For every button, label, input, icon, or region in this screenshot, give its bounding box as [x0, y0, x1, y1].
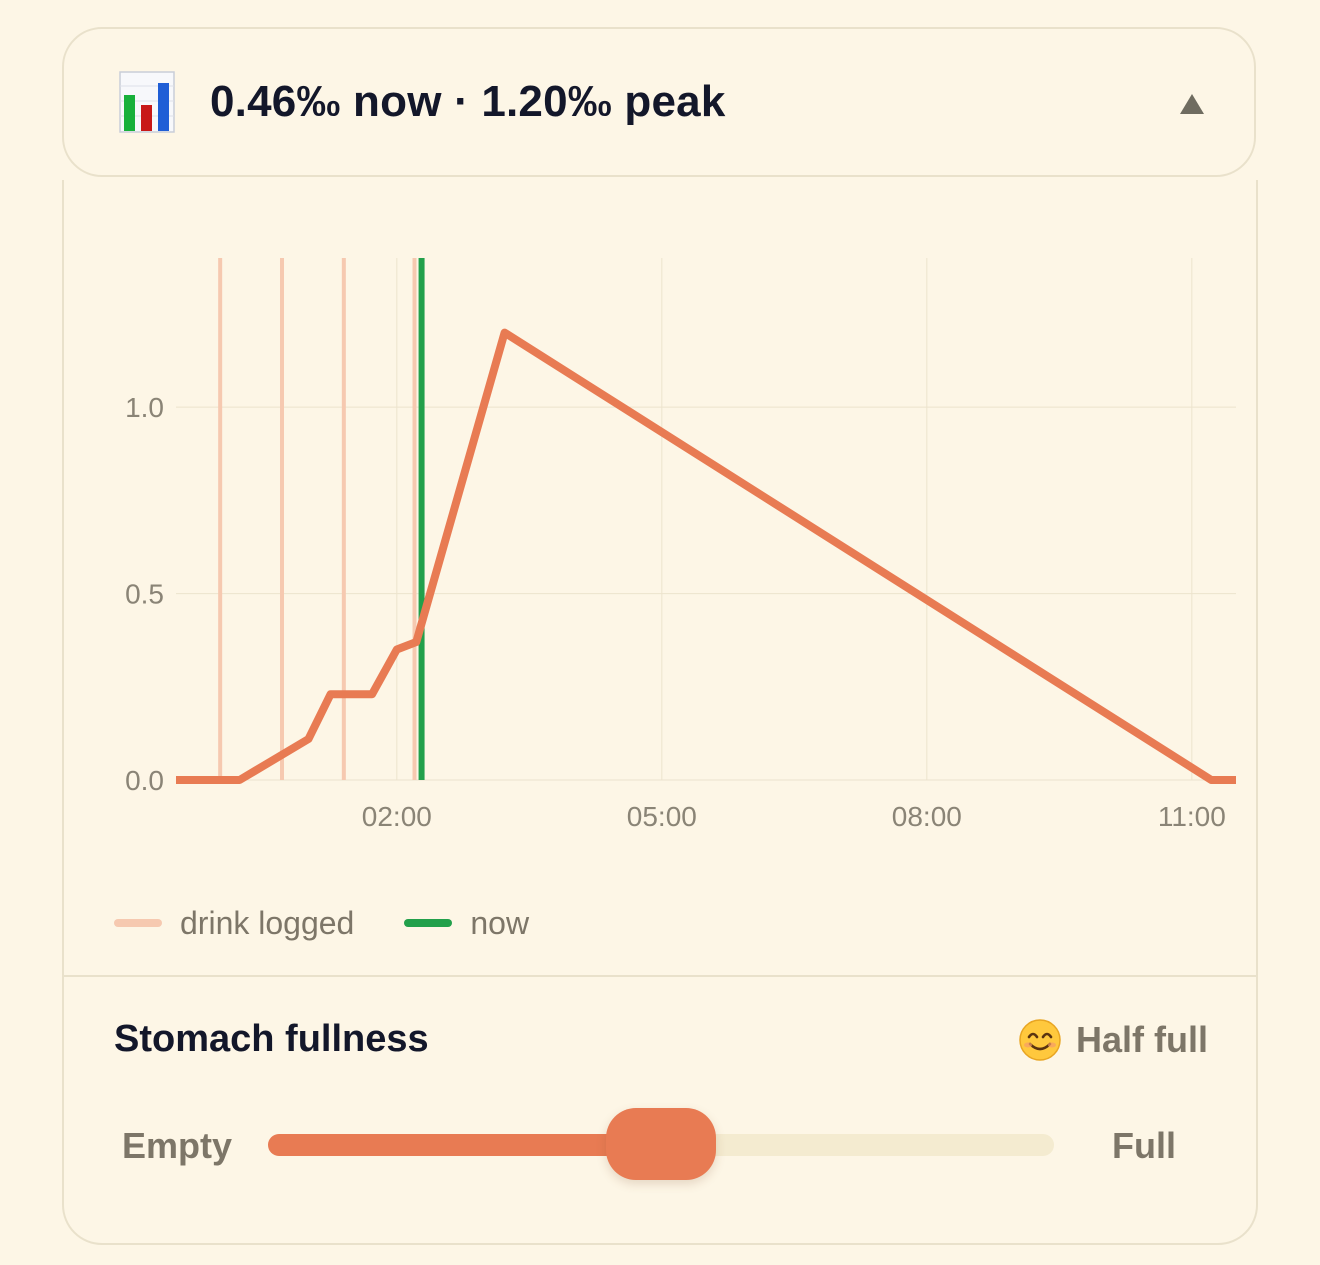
x-tick-label: 02:00 — [362, 801, 432, 832]
bac-summary-header[interactable]: 0.46‰ now · 1.20‰ peak — [62, 27, 1256, 177]
x-tick-label: 05:00 — [627, 801, 697, 832]
legend-swatch-drink-logged — [114, 919, 162, 927]
slider-fill — [268, 1134, 661, 1156]
bac-series-line — [176, 328, 1236, 784]
legend-item-drink-logged: drink logged — [114, 905, 354, 942]
y-tick-label: 0.5 — [125, 579, 164, 610]
stomach-fullness-slider[interactable] — [268, 1108, 1054, 1180]
slider-max-label: Full — [1112, 1125, 1176, 1166]
legend-swatch-now — [404, 919, 453, 927]
bar-chart-emoji-icon — [119, 71, 175, 133]
triangle-up-icon[interactable] — [1178, 91, 1206, 117]
legend-label-drink-logged: drink logged — [180, 904, 355, 941]
smiling-face-icon — [1019, 1019, 1061, 1061]
bac-detail-panel: 0.0 0.5 1.0 02:00 05:00 08:00 11:00 drink logg… — [62, 180, 1258, 1245]
y-tick-label: 0.0 — [125, 765, 164, 796]
stomach-fullness-status-label: Half full — [1076, 1019, 1208, 1060]
slider-thumb[interactable] — [606, 1108, 716, 1180]
bac-chart: 0.0 0.5 1.0 02:00 05:00 08:00 11:00 — [125, 258, 1236, 832]
x-tick-label: 11:00 — [1158, 801, 1226, 832]
slider-min-label: Empty — [122, 1125, 233, 1166]
chart-legend: drink logged now — [114, 898, 579, 948]
stomach-fullness-title: Stomach fullness — [114, 1018, 429, 1060]
bac-summary-text: 0.46‰ now · 1.20‰ peak — [210, 77, 726, 126]
legend-label-now: now — [470, 904, 530, 941]
y-tick-label: 1.0 — [125, 392, 164, 423]
x-tick-label: 08:00 — [892, 801, 962, 832]
legend-item-now: now — [404, 905, 529, 942]
section-divider — [64, 975, 1256, 977]
stomach-fullness-status: Half full — [1018, 1018, 1208, 1062]
